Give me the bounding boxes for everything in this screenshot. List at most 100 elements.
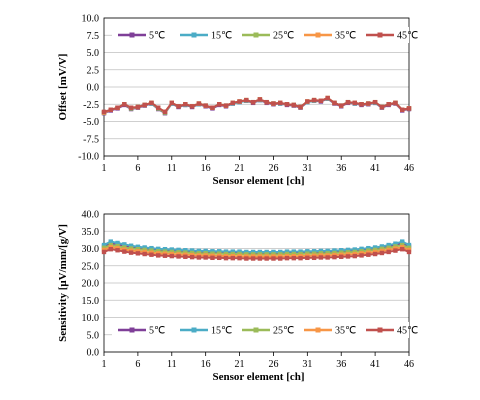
legend-item-3: 25℃ [242, 326, 294, 337]
data-point [128, 105, 134, 110]
data-point [128, 243, 134, 248]
data-point [352, 100, 357, 106]
data-point [318, 255, 324, 260]
data-point [311, 249, 317, 254]
chart-panel-1: -10.0-7.5-5.0-2.50.02.55.07.510.01 6 11 16 2… [57, 14, 418, 188]
series-line [103, 96, 410, 114]
x-tick-label: 31 [302, 359, 312, 370]
chart-panel-2: 0.05.010.015.020.025.030.035.040.01 6 11 16… [57, 210, 418, 384]
series-line [103, 246, 410, 258]
data-point [339, 254, 344, 259]
data-point [393, 241, 398, 246]
data-point [271, 101, 276, 106]
legend-item-5: 45℃ [366, 326, 418, 337]
x-tick-label: 41 [370, 359, 380, 370]
x-axis-label: Sensor element [ch] [212, 175, 304, 187]
y-axis-label: Sensitivity [μV/mm/[g/V] [57, 224, 69, 342]
x-tick-label: 21 [235, 359, 245, 370]
series-line [103, 240, 410, 253]
data-point [142, 251, 147, 257]
data-point [278, 249, 283, 255]
data-point [135, 244, 141, 249]
x-tick-label: 26 [268, 163, 278, 174]
legend-label: 45℃ [397, 326, 418, 337]
data-point [183, 102, 188, 107]
y-tick-label: -7.5 [83, 134, 99, 145]
data-point [217, 249, 222, 254]
y-tick-label: 25.0 [82, 261, 100, 272]
data-point [325, 248, 330, 254]
legend-swatch-marker [129, 327, 135, 333]
data-point [264, 256, 269, 261]
data-point [264, 99, 269, 105]
data-point [122, 242, 127, 247]
series-line [103, 244, 410, 256]
data-point [379, 244, 385, 249]
data-point [366, 245, 371, 251]
data-point [406, 106, 412, 111]
data-point [122, 249, 127, 254]
data-point [196, 255, 202, 260]
x-tick-label: 26 [268, 359, 278, 370]
data-point [237, 249, 242, 254]
data-point [156, 253, 161, 258]
data-point [203, 248, 208, 254]
legend-item-3: 25℃ [242, 31, 294, 42]
x-tick-label: 46 [404, 163, 414, 174]
data-point [400, 107, 405, 112]
data-point [257, 256, 263, 261]
data-point [244, 97, 249, 103]
data-point [237, 99, 242, 104]
data-point [135, 251, 141, 256]
x-tick-label: 31 [302, 163, 312, 174]
data-point [210, 255, 215, 261]
legend-label: 35℃ [335, 326, 356, 337]
data-point [108, 239, 113, 244]
y-tick-label: 5.0 [87, 48, 100, 59]
data-point [196, 248, 202, 254]
data-point [250, 256, 256, 261]
data-point [176, 247, 181, 253]
data-point [406, 242, 412, 248]
y-tick-label: 30.0 [82, 244, 100, 255]
legend-label: 5℃ [149, 31, 165, 42]
x-tick-label: 11 [167, 359, 177, 370]
data-point [291, 249, 296, 254]
data-point [366, 252, 371, 257]
data-point [244, 249, 249, 255]
data-point [115, 105, 120, 110]
data-point [311, 97, 317, 103]
legend-item-1: 5℃ [118, 326, 165, 337]
data-point [237, 255, 242, 261]
data-point [305, 255, 310, 261]
series-1 [101, 96, 412, 116]
data-point [284, 102, 290, 107]
y-axis-label: Offset [mV/V] [57, 54, 69, 121]
y-tick-label: 20.0 [82, 279, 100, 290]
series-5 [101, 95, 412, 115]
data-point [298, 255, 303, 261]
data-point [359, 246, 364, 252]
data-point [386, 249, 391, 255]
data-point [400, 239, 405, 244]
x-axis-label: Sensor element [ch] [212, 371, 304, 383]
data-point [135, 104, 141, 110]
data-point [203, 255, 208, 260]
legend-swatch-marker [253, 32, 259, 38]
x-tick-label: 46 [404, 359, 414, 370]
data-point [406, 249, 412, 255]
data-point [311, 255, 317, 261]
data-point [169, 247, 174, 252]
x-tick-label: 6 [135, 163, 140, 174]
data-point [291, 255, 296, 261]
data-point [325, 95, 330, 101]
data-point [372, 99, 378, 105]
data-point [372, 245, 378, 250]
legend-item-5: 45℃ [366, 31, 418, 42]
data-point [339, 248, 344, 253]
y-tick-label: -5.0 [83, 117, 99, 128]
data-point [366, 101, 371, 106]
legend-label: 15℃ [211, 31, 232, 42]
x-tick-label: 21 [235, 163, 245, 174]
